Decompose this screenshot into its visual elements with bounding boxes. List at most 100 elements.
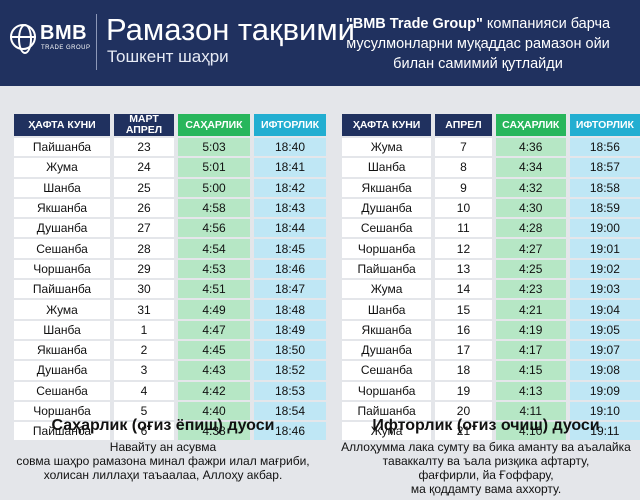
table-row: Жума 21 4:10 19:11 (342, 422, 640, 441)
table-row: Шанба 15 4:21 19:04 (342, 300, 640, 319)
iftar-time-cell: 18:53 (254, 381, 326, 400)
iftar-time-cell: 19:10 (569, 401, 640, 421)
iftar-time-cell: 18:52 (254, 361, 326, 380)
suhur-time-cell: 4:53 (178, 259, 250, 279)
table-row: Сешанба 28 4:54 18:45 (14, 239, 326, 258)
globe-icon (10, 24, 36, 54)
table-header-row: ҲАФТА КУНИ АПРЕЛ САҲАРЛИК ИФТОРЛИК (342, 114, 640, 136)
header-divider (96, 14, 97, 70)
weekday-cell: Сешанба (342, 219, 432, 238)
iftar-time-cell: 18:46 (254, 259, 326, 279)
weekday-cell: Жума (14, 158, 110, 177)
weekday-cell: Жума (342, 138, 432, 157)
date-cell: 6 (114, 422, 174, 441)
weekday-cell: Пайшанба (14, 422, 110, 441)
iftar-time-cell: 19:07 (569, 340, 640, 360)
date-cell: 29 (114, 259, 174, 279)
date-cell: 25 (114, 178, 174, 197)
suhur-time-cell: 5:00 (178, 178, 250, 197)
header-weekday: ҲАФТА КУНИ (14, 114, 110, 136)
weekday-cell: Якшанба (14, 198, 110, 218)
iftar-time-cell: 19:11 (569, 422, 640, 441)
suhur-time-cell: 4:21 (495, 300, 566, 319)
suhur-time-cell: 4:23 (495, 280, 566, 299)
table-row: Пайшанба 13 4:25 19:02 (342, 259, 640, 279)
weekday-cell: Душанба (342, 340, 432, 360)
suhur-time-cell: 4:56 (178, 219, 250, 238)
iftar-time-cell: 19:09 (569, 381, 640, 400)
table-row: Чоршанба 12 4:27 19:01 (342, 239, 640, 258)
iftar-time-cell: 19:01 (569, 239, 640, 258)
date-cell: 9 (435, 178, 492, 197)
iftar-time-cell: 19:03 (569, 280, 640, 299)
date-cell: 13 (435, 259, 492, 279)
weekday-cell: Пайшанба (14, 138, 110, 157)
table-row: Сешанба 11 4:28 19:00 (342, 219, 640, 238)
table-row: Жума 31 4:49 18:48 (14, 300, 326, 319)
suhur-time-cell: 4:19 (495, 320, 566, 339)
weekday-cell: Пайшанба (342, 259, 432, 279)
suhur-dua-text: Навайту ан асувма совма шаҳро рамазона м… (16, 440, 310, 482)
date-cell: 28 (114, 239, 174, 258)
iftar-time-cell: 19:05 (569, 320, 640, 339)
date-cell: 2 (114, 340, 174, 360)
header-weekday: ҲАФТА КУНИ (342, 114, 432, 136)
date-cell: 16 (435, 320, 492, 339)
header-iftar: ИФТОРЛИК (254, 114, 326, 136)
date-cell: 23 (114, 138, 174, 157)
weekday-cell: Сешанба (14, 239, 110, 258)
table-row: Жума 24 5:01 18:41 (14, 158, 326, 177)
weekday-cell: Чоршанба (342, 381, 432, 400)
suhur-time-cell: 5:03 (178, 138, 250, 157)
header-banner: BMB TRADE GROUP Рамазон тақвими Тошкент … (0, 0, 640, 86)
weekday-cell: Душанба (14, 219, 110, 238)
suhur-time-cell: 4:49 (178, 300, 250, 319)
date-cell: 3 (114, 361, 174, 380)
iftar-time-cell: 19:08 (569, 361, 640, 380)
suhur-time-cell: 4:36 (495, 138, 566, 157)
suhur-time-cell: 4:25 (495, 259, 566, 279)
weekday-cell: Шанба (14, 178, 110, 197)
table-row: Чоршанба 19 4:13 19:09 (342, 381, 640, 400)
table-row: Чоршанба 29 4:53 18:46 (14, 259, 326, 279)
calendar-table-left: ҲАФТА КУНИ МАРТ АПРЕЛ САҲАРЛИК ИФТОРЛИК … (14, 112, 326, 442)
bmb-logo: BMB TRADE GROUP (10, 20, 98, 60)
date-cell: 27 (114, 219, 174, 238)
suhur-time-cell: 4:13 (495, 381, 566, 400)
suhur-time-cell: 4:34 (495, 158, 566, 177)
date-cell: 31 (114, 300, 174, 319)
table-row: Пайшанба 23 5:03 18:40 (14, 138, 326, 157)
suhur-time-cell: 5:01 (178, 158, 250, 177)
iftar-time-cell: 18:44 (254, 219, 326, 238)
suhur-time-cell: 4:30 (495, 198, 566, 218)
weekday-cell: Душанба (342, 198, 432, 218)
date-cell: 14 (435, 280, 492, 299)
date-cell: 26 (114, 198, 174, 218)
weekday-cell: Шанба (342, 158, 432, 177)
greeting-tagline: "BMB Trade Group" компанияси барча мусул… (328, 14, 628, 74)
date-cell: 4 (114, 381, 174, 400)
weekday-cell: Сешанба (342, 361, 432, 380)
header-iftar: ИФТОРЛИК (569, 114, 640, 136)
weekday-cell: Пайшанба (14, 280, 110, 299)
weekday-cell: Душанба (14, 361, 110, 380)
suhur-dua-title: Саҳарлик (оғиз ёпиш) дуоси (51, 417, 275, 434)
suhur-time-cell: 4:38 (178, 422, 250, 441)
iftar-time-cell: 18:54 (254, 401, 326, 421)
table-row: Пайшанба 20 4:11 19:10 (342, 401, 640, 421)
suhur-time-cell: 4:42 (178, 381, 250, 400)
date-cell: 24 (114, 158, 174, 177)
date-cell: 20 (435, 401, 492, 421)
iftar-time-cell: 19:02 (569, 259, 640, 279)
weekday-cell: Чоршанба (14, 401, 110, 421)
date-cell: 18 (435, 361, 492, 380)
table-row: Якшанба 2 4:45 18:50 (14, 340, 326, 360)
weekday-cell: Сешанба (14, 381, 110, 400)
table-row: Душанба 10 4:30 18:59 (342, 198, 640, 218)
table-header-row: ҲАФТА КУНИ МАРТ АПРЕЛ САҲАРЛИК ИФТОРЛИК (14, 114, 326, 136)
weekday-cell: Чоршанба (14, 259, 110, 279)
date-cell: 7 (435, 138, 492, 157)
date-cell: 11 (435, 219, 492, 238)
date-cell: 12 (435, 239, 492, 258)
date-cell: 8 (435, 158, 492, 177)
